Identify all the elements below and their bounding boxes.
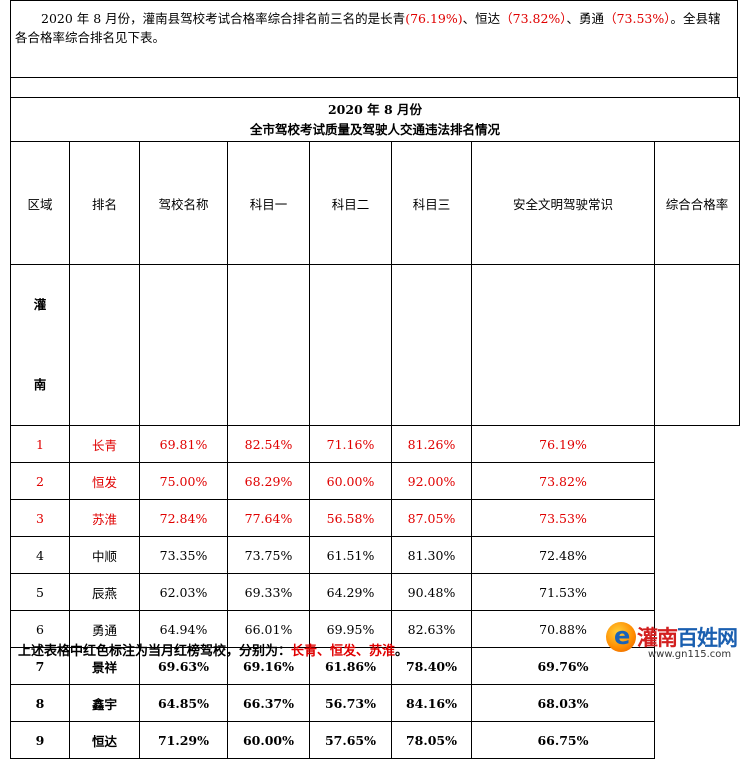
table-row: 1 长青 69.81% 82.54% 71.16% 81.26% 76.19% xyxy=(10,425,740,463)
subject3-cell: 60.00% xyxy=(309,462,392,500)
footnote: 上述表格中红色标注为当月红榜驾校，分别为：长青、恒发、苏淮。 xyxy=(18,640,408,659)
school-cell: 苏淮 xyxy=(69,499,140,537)
school-cell: 中顺 xyxy=(69,536,140,574)
subject3-cell: 61.51% xyxy=(309,536,392,574)
table-title: 2020 年 8 月份 全市驾校考试质量及驾驶人交通违法排名情况 xyxy=(9,97,741,142)
school-cell: 鑫宇 xyxy=(69,684,140,722)
intro-box: 2020 年 8 月份，灌南县驾校考试合格率综合排名前三名的是长青(76.19%… xyxy=(10,0,738,78)
overall-cell: 72.48% xyxy=(471,536,655,574)
subject1-cell: 73.35% xyxy=(139,536,228,574)
region-char-2: 南 xyxy=(33,377,47,392)
subject1-cell: 72.84% xyxy=(139,499,228,537)
table-row: 3 苏淮 72.84% 77.64% 56.58% 87.05% 73.53% xyxy=(10,499,740,537)
overall-cell: 71.53% xyxy=(471,573,655,611)
school-cell: 长青 xyxy=(69,425,140,463)
header-subject3: 科目三 xyxy=(391,141,472,265)
subject1-cell: 75.00% xyxy=(139,462,228,500)
header-region: 区域 xyxy=(10,141,70,265)
spacer-row xyxy=(10,78,738,98)
table-row: 5 辰燕 62.03% 69.33% 64.29% 90.48% 71.53% xyxy=(10,573,740,611)
overall-cell: 76.19% xyxy=(471,425,655,463)
subject3-cell: 57.65% xyxy=(309,721,392,759)
logo-circle-icon xyxy=(606,622,636,652)
safety-cell: 78.05% xyxy=(391,721,472,759)
logo-name-a: 灌南 xyxy=(637,626,678,650)
safety-cell: 84.16% xyxy=(391,684,472,722)
rank-cell: 8 xyxy=(10,684,70,722)
spacer-row: 灌 南 xyxy=(10,264,741,426)
safety-cell: 81.26% xyxy=(391,425,472,463)
table-row: 9 恒达 71.29% 60.00% 57.65% 78.05% 66.75% xyxy=(10,721,740,759)
rank-cell: 5 xyxy=(10,573,70,611)
subject2-cell: 68.29% xyxy=(227,462,310,500)
header-rank: 排名 xyxy=(69,141,140,265)
school-cell: 恒发 xyxy=(69,462,140,500)
intro-rate-3: （73.53%） xyxy=(604,11,671,26)
rank-cell: 9 xyxy=(10,721,70,759)
subject3-cell: 56.58% xyxy=(309,499,392,537)
safety-cell: 92.00% xyxy=(391,462,472,500)
table-title-line1: 2020 年 8 月份 xyxy=(327,101,423,117)
header-row: 区域 排名 驾校名称 科目一 科目二 科目三 安全文明驾驶常识 综合合格率 xyxy=(10,141,741,265)
subject3-cell: 56.73% xyxy=(309,684,392,722)
footnote-highlight: 长青、恒发、苏淮 xyxy=(291,644,396,659)
overall-cell: 68.03% xyxy=(471,684,655,722)
intro-suffix: 。全县辖各合格率综合排名见下表。 xyxy=(15,11,721,45)
safety-cell: 87.05% xyxy=(391,499,472,537)
school-cell: 恒达 xyxy=(69,721,140,759)
header-school: 驾校名称 xyxy=(139,141,228,265)
overall-cell: 73.82% xyxy=(471,462,655,500)
header-overall: 综合合格率 xyxy=(653,141,741,265)
subject2-cell: 82.54% xyxy=(227,425,310,463)
watermark-logo: e 灌南百姓网 www.gn115.com xyxy=(604,614,749,665)
intro-sep-1: 、恒达 xyxy=(462,11,501,26)
subject1-cell: 71.29% xyxy=(139,721,228,759)
subject1-cell: 69.81% xyxy=(139,425,228,463)
subject3-cell: 64.29% xyxy=(309,573,392,611)
overall-cell: 73.53% xyxy=(471,499,655,537)
intro-prefix: 2020 年 8 月份，灌南县驾校考试合格率综合排名前三名的是长青 xyxy=(41,11,406,26)
intro-text: 2020 年 8 月份，灌南县驾校考试合格率综合排名前三名的是长青(76.19%… xyxy=(11,1,737,47)
subject1-cell: 64.85% xyxy=(139,684,228,722)
subject2-cell: 69.33% xyxy=(227,573,310,611)
header-subject2: 科目二 xyxy=(309,141,392,265)
subject2-cell: 73.75% xyxy=(227,536,310,574)
subject2-cell: 60.00% xyxy=(227,721,310,759)
region-cell: 灌 南 xyxy=(10,264,70,426)
overall-cell: 66.75% xyxy=(471,721,655,759)
school-cell: 辰燕 xyxy=(69,573,140,611)
rank-cell: 4 xyxy=(10,536,70,574)
safety-cell: 81.30% xyxy=(391,536,472,574)
footnote-suffix: 。 xyxy=(395,644,409,659)
table-row: 8 鑫宇 64.85% 66.37% 56.73% 84.16% 68.03% xyxy=(10,684,740,722)
subject1-cell: 62.03% xyxy=(139,573,228,611)
header-subject1: 科目一 xyxy=(227,141,310,265)
subject3-cell: 71.16% xyxy=(309,425,392,463)
table-row: 4 中顺 73.35% 73.75% 61.51% 81.30% 72.48% xyxy=(10,536,740,574)
table-title-line2: 全市驾校考试质量及驾驶人交通违法排名情况 xyxy=(250,121,501,137)
logo-name: 灌南百姓网 xyxy=(637,622,738,652)
intro-sep-2: 、勇通 xyxy=(566,11,605,26)
subject2-cell: 77.64% xyxy=(227,499,310,537)
safety-cell: 82.63% xyxy=(391,610,472,648)
logo-e-icon: e xyxy=(614,622,631,650)
rank-cell: 1 xyxy=(10,425,70,463)
rank-cell: 2 xyxy=(10,462,70,500)
intro-rate-1: (76.19%) xyxy=(405,11,463,26)
region-char-1: 灌 xyxy=(33,297,47,312)
rank-cell: 3 xyxy=(10,499,70,537)
school-cell: 勇通 xyxy=(69,610,140,648)
header-safety: 安全文明驾驶常识 xyxy=(471,141,655,265)
safety-cell: 90.48% xyxy=(391,573,472,611)
footnote-prefix: 上述表格中红色标注为当月红榜驾校，分别为： xyxy=(18,644,292,659)
subject2-cell: 66.37% xyxy=(227,684,310,722)
intro-rate-2: （73.82%） xyxy=(500,11,567,26)
subject3-cell: 69.95% xyxy=(309,610,392,648)
logo-name-b: 百姓网 xyxy=(677,626,738,650)
logo-url: www.gn115.com xyxy=(648,649,732,660)
table-row: 2 恒发 75.00% 68.29% 60.00% 92.00% 73.82% xyxy=(10,462,740,500)
subject2-cell: 66.01% xyxy=(227,610,310,648)
